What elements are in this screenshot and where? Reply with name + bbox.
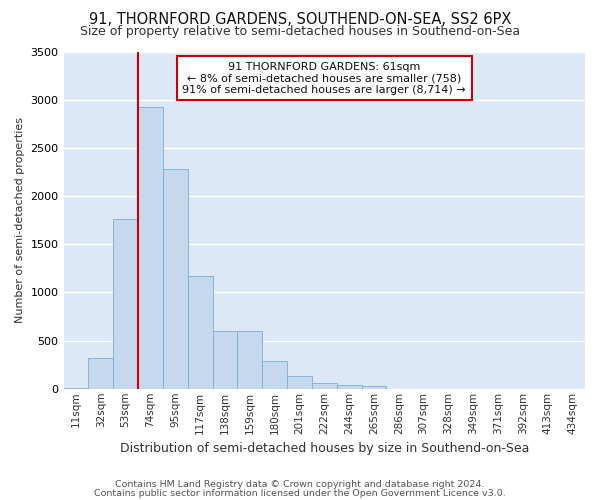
Text: Size of property relative to semi-detached houses in Southend-on-Sea: Size of property relative to semi-detach… [80, 25, 520, 38]
Bar [88, 358, 113, 389]
Y-axis label: Number of semi-detached properties: Number of semi-detached properties [15, 117, 25, 323]
Text: Contains public sector information licensed under the Open Government Licence v3: Contains public sector information licen… [94, 488, 506, 498]
Bar [337, 384, 362, 389]
Bar [312, 382, 337, 389]
Bar [287, 376, 312, 389]
Text: Contains HM Land Registry data © Crown copyright and database right 2024.: Contains HM Land Registry data © Crown c… [115, 480, 485, 489]
Text: 91 THORNFORD GARDENS: 61sqm
← 8% of semi-detached houses are smaller (758)
91% o: 91 THORNFORD GARDENS: 61sqm ← 8% of semi… [182, 62, 466, 95]
Text: 91, THORNFORD GARDENS, SOUTHEND-ON-SEA, SS2 6PX: 91, THORNFORD GARDENS, SOUTHEND-ON-SEA, … [89, 12, 511, 28]
Bar [163, 169, 188, 389]
Bar [362, 386, 386, 389]
X-axis label: Distribution of semi-detached houses by size in Southend-on-Sea: Distribution of semi-detached houses by … [119, 442, 529, 455]
Bar [188, 276, 212, 389]
Bar [212, 331, 238, 389]
Bar [138, 108, 163, 389]
Bar [262, 361, 287, 389]
Bar [238, 331, 262, 389]
Bar [113, 219, 138, 389]
